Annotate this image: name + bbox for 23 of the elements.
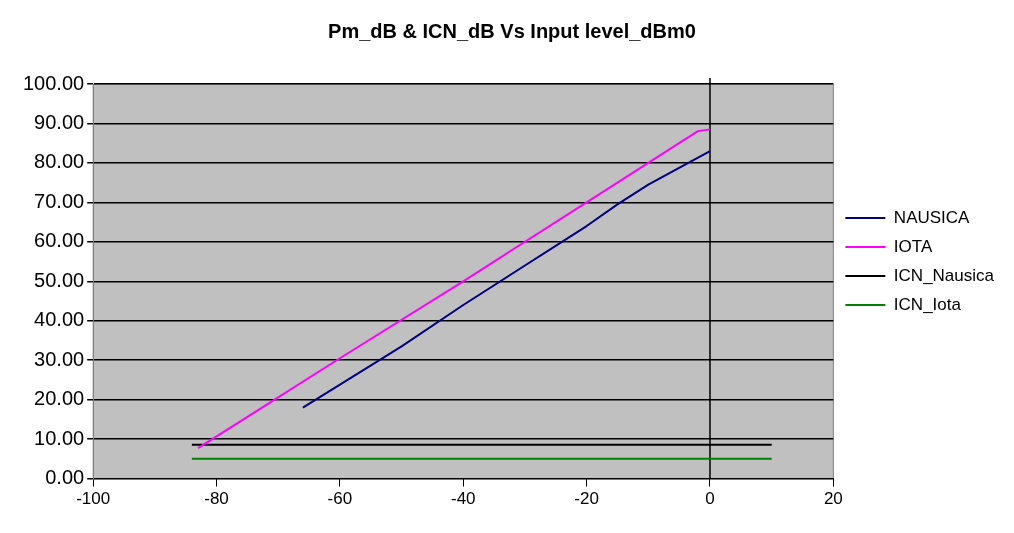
x-tick-label: 0 — [705, 489, 715, 509]
y-tick-label: 100.00 — [23, 71, 85, 94]
x-tick-label: -20 — [574, 489, 599, 509]
legend-label: IOTA — [893, 236, 933, 256]
y-tick-label: 50.00 — [34, 268, 85, 291]
x-tick-label: -80 — [204, 489, 229, 509]
x-tick-label: -60 — [327, 489, 353, 509]
chart-title: Pm_dB & ICN_dB Vs Input level_dBm0 — [328, 19, 696, 42]
legend-label: NAUSICA — [893, 207, 971, 227]
x-tick-label: -100 — [76, 489, 111, 509]
x-tick-label: 20 — [823, 489, 843, 509]
y-tick-label: 60.00 — [34, 229, 85, 252]
y-tick-label: 80.00 — [34, 150, 85, 173]
y-tick-label: 30.00 — [34, 347, 85, 370]
y-tick-label: 20.00 — [34, 387, 85, 410]
y-tick-label: 40.00 — [34, 308, 85, 331]
y-tick-label: 70.00 — [34, 189, 85, 212]
legend-label: ICN_Iota — [893, 294, 962, 314]
x-tick-label: -40 — [450, 489, 476, 509]
y-tick-label: 90.00 — [34, 110, 85, 133]
y-tick-label: 10.00 — [34, 426, 85, 449]
legend-label: ICN_Nausica — [893, 265, 995, 285]
y-tick-label: 0.00 — [45, 466, 85, 489]
